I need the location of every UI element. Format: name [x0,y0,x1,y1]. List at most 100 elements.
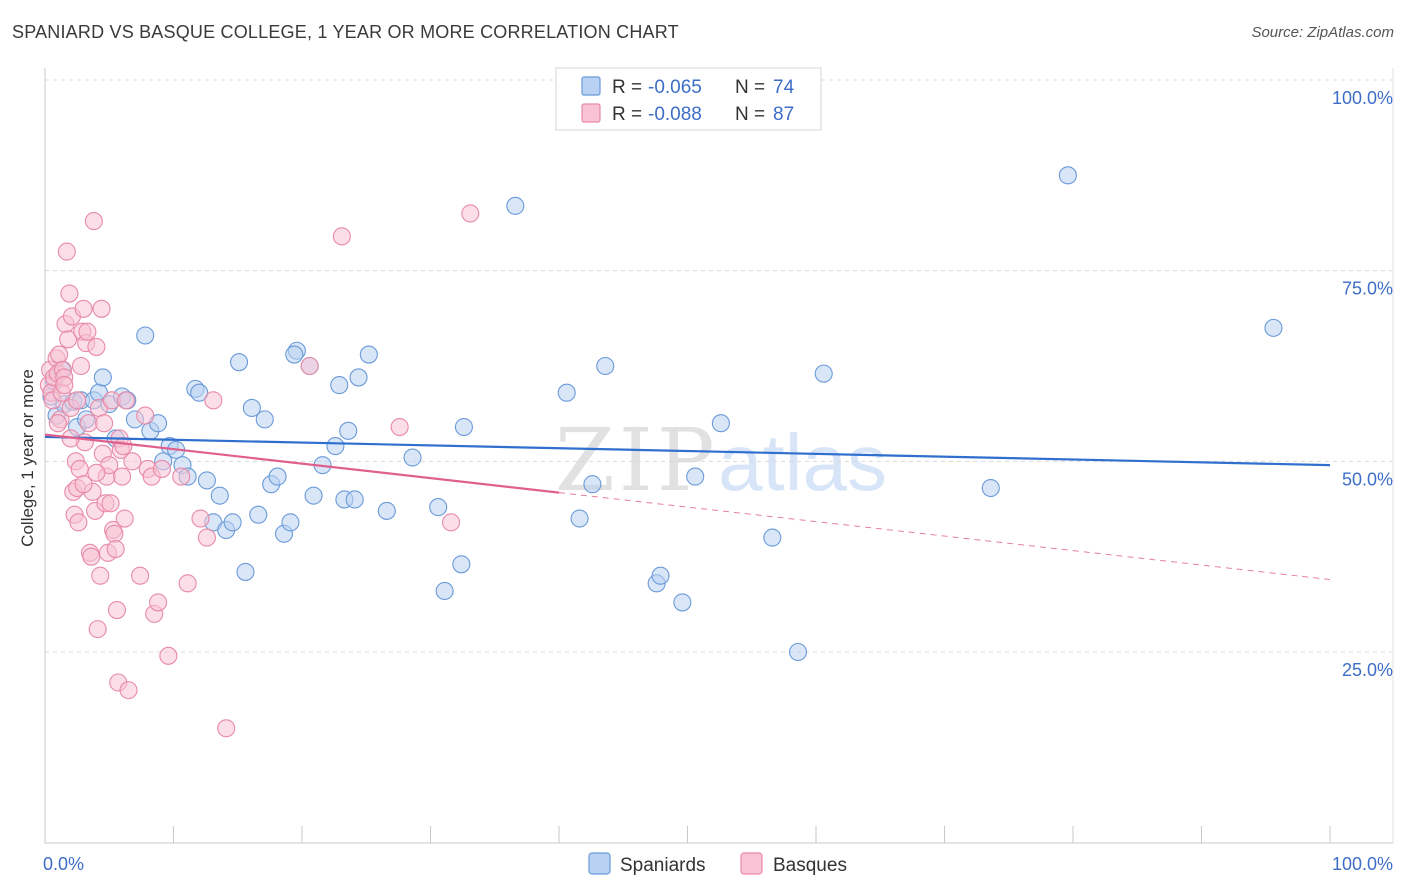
basques-point [105,524,124,543]
legend-r-label-1: R = [612,77,642,98]
x-tick-label-0: 0.0% [43,854,84,874]
spaniards-point [349,368,368,387]
basques-point [178,574,197,593]
basques-point [300,356,319,376]
basques-point [69,513,88,532]
basques-trend-line [44,433,560,494]
basques-point [107,601,127,620]
spaniards-point [326,437,345,456]
spaniards-point [255,410,274,429]
spaniards-point [223,513,242,532]
spaniards-point [673,593,692,612]
y-tick-label-50: 50.0% [1342,469,1393,489]
spaniards-point [452,555,471,574]
spaniards-point [763,528,782,547]
axes [44,68,1394,844]
bottom-legend-swatch-spaniards[interactable] [588,852,611,875]
spaniards-point [330,376,349,395]
basques-point [60,284,79,303]
legend-n-value-1: 74 [773,77,795,98]
basques-point [172,467,191,486]
spaniards-point [686,467,705,486]
basques-points [39,204,480,738]
basques-point [461,204,480,223]
chart-title: SPANIARD VS BASQUE COLLEGE, 1 YEAR OR MO… [12,22,679,42]
basques-point [79,414,98,433]
spaniards-point [1264,318,1283,337]
basques-point [50,345,69,364]
basques-point [114,437,133,456]
trend-lines [44,433,1331,581]
basques-point [84,212,103,231]
y-tick-label-25: 25.0% [1342,660,1393,680]
spaniards-point [359,345,378,364]
legend-r-value-2: -0.088 [648,104,702,125]
basques-point [57,242,76,261]
basques-point [82,547,101,566]
spaniards-point [136,326,155,345]
basques-point [204,391,223,410]
basques-point [217,719,236,738]
spaniards-point [1058,166,1077,185]
basques-point [101,494,120,513]
basques-point [48,414,67,433]
basques-point [332,227,351,246]
basques-point [115,509,134,528]
basques-point [159,646,178,665]
spaniards-point [506,196,525,215]
basques-point [88,620,107,639]
basques-point [91,566,110,585]
basques-point [55,376,74,395]
spaniards-point [93,368,112,387]
basques-point [136,406,155,425]
basques-point [149,593,168,612]
source-label: Source: ZipAtlas.com [1251,24,1394,41]
basques-point [87,463,106,482]
spaniards-point [814,364,833,383]
spaniards-point [249,505,268,524]
basques-trend-extension [558,492,1331,581]
spaniards-point [281,513,300,532]
legend-swatch-basques [581,103,601,123]
spaniards-trend-line [44,435,1331,467]
basques-point [119,681,138,700]
legend-r-label-2: R = [612,104,642,125]
basques-point [68,391,87,410]
spaniards-point [981,478,1000,498]
spaniards-point [210,486,229,505]
spaniards-point [190,383,209,402]
spaniards-point [596,356,615,376]
spaniards-point [345,490,364,509]
spaniards-point [377,501,396,520]
legend-swatch-spaniards [581,76,601,96]
y-tick-label-75: 75.0% [1342,279,1393,299]
spaniards-point [557,383,576,402]
basques-point [78,322,97,341]
bottom-legend-label-basques[interactable]: Basques [773,855,847,876]
basques-point [116,391,136,410]
basques-point [113,467,132,486]
spaniards-point [304,486,323,505]
spaniards-point [435,581,454,601]
basques-point [390,417,409,437]
basques-point [197,528,216,547]
y-axis-title: College, 1 year or more [18,369,37,547]
series-legend: Spaniards Basques [588,852,847,876]
basques-point [123,452,142,471]
bottom-legend-swatch-basques[interactable] [740,852,763,875]
spaniards-point [570,509,589,528]
spaniards-point [268,467,287,486]
basques-point [70,459,89,479]
y-tick-label-100: 100.0% [1332,88,1393,108]
basques-point [152,459,171,479]
spaniards-point [339,421,358,440]
basques-point [87,337,106,356]
basques-point [106,539,125,559]
spaniards-point [403,448,422,467]
legend-n-label-1: N = [735,77,765,98]
bottom-legend-label-spaniards[interactable]: Spaniards [620,855,706,876]
x-tick-labels: 0.0% 100.0% [43,854,1393,874]
spaniards-point [229,353,249,372]
spaniards-point [429,498,448,517]
